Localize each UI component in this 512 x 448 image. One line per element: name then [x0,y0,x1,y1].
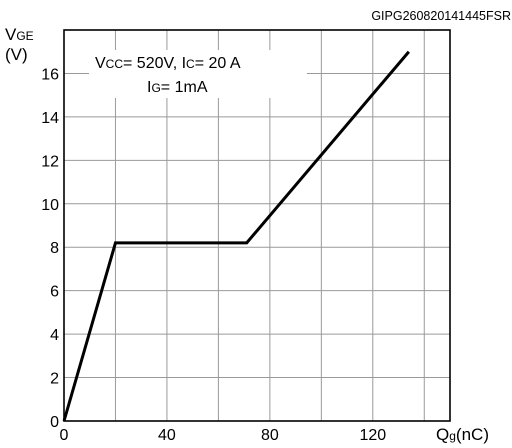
y-tick-label: 14 [41,110,59,127]
x-tick-label: 80 [261,427,279,444]
figure-id: GIPG260820141445FSR [371,9,511,23]
tick-labels: 0 2 4 6 8 10 12 14 16 0 40 80 120 [41,66,386,444]
y-axis-label: VGE [5,25,34,44]
y-axis-label-sub: GE [16,29,33,43]
x-tick-label: 40 [158,427,176,444]
gate-charge-curve [62,50,410,422]
y-tick-label: 0 [50,414,59,431]
y-tick-label: 6 [50,284,59,301]
y-tick-label: 8 [50,240,59,257]
annotation-line-1: VCC= 520V, IC= 20 A [95,55,241,72]
y-tick-label: 4 [50,327,59,344]
annotation-line-2: IG= 1mA [147,79,208,96]
x-axis-label: Qg(nC) [436,425,489,444]
y-axis-label-main: V [5,25,17,44]
annotation-bg [89,50,307,98]
series-layer [62,50,410,422]
y-tick-label: 16 [41,66,59,83]
y-tick-label: 2 [50,371,59,388]
x-tick-label: 120 [359,427,386,444]
x-tick-label: 0 [60,427,69,444]
y-axis-unit: (V) [5,45,28,64]
plot-frame [63,29,451,422]
y-tick-label: 12 [41,153,59,170]
y-tick-label: 10 [41,197,59,214]
